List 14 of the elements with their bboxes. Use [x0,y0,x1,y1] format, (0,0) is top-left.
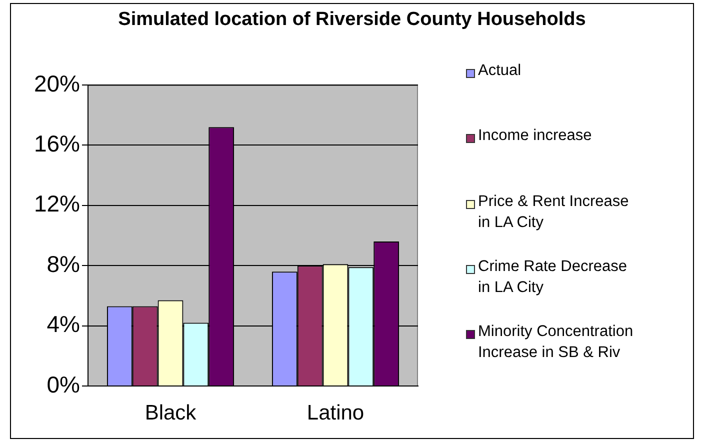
legend-label: Crime Rate Decrease in LA City [478,256,628,298]
chart-title: Simulated location of Riverside County Households [117,9,587,31]
legend-label: Income increase [478,126,593,146]
legend-label: Minority Concentration Increase in SB & Riv [478,322,634,364]
x-tick-label: Latino [306,401,364,424]
y-tick-label: 4% [46,311,80,338]
legend-label: Actual [478,61,522,81]
y-tick-label: 20% [34,70,80,96]
y-tick-label: 8% [46,250,80,277]
x-tick-label: Black [144,401,197,424]
y-tick-label: 0% [46,371,80,398]
y-tick-label: 12% [34,190,80,217]
legend-label: Price & Rent Increase in LA City [478,192,630,233]
y-tick-label: 16% [34,130,80,157]
